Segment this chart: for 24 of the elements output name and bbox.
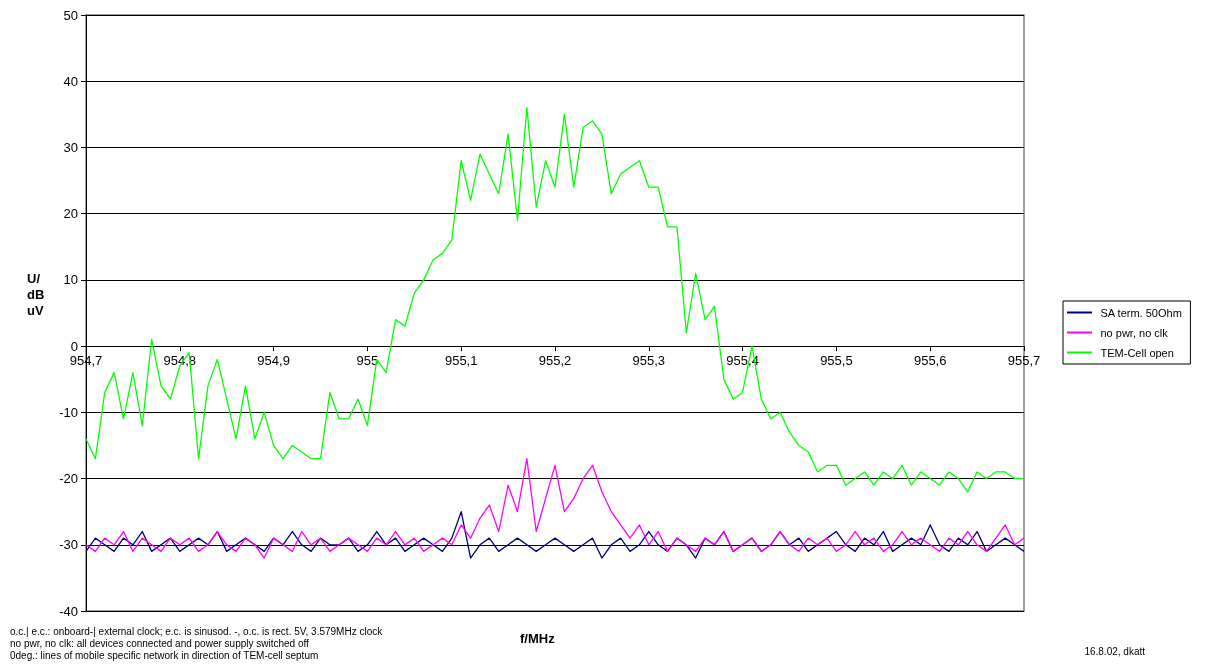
text: o.c.| e.c.: onboard-| external clock; e.c. is sinusod. -, o.c. is rect. 5V, 3.579MHz clock no pwr, no clk: all devices connected and power supply switched off 0deg.: lines of mobile specific network in direction of TEM-cell septum [10,625,384,661]
y-tick-label: -20 [59,471,78,487]
y-axis-title: U/ dB uV [27,270,45,318]
legend-label: TEM-Cell open [1100,346,1174,359]
y-tick-label: -30 [59,537,78,553]
y-tick-label: 0 [70,338,78,354]
y-tick-label: 50 [63,7,78,23]
y-tick-label: -40 [59,603,78,619]
x-tick-label: 955,2 [538,353,572,369]
y-tick-label: 30 [63,139,78,155]
x-tick-label: 955,1 [444,353,478,369]
legend-label: SA term. 50Ohm [1100,306,1182,319]
y-tick-label: 10 [63,272,78,288]
x-tick-label: 954,9 [257,353,290,369]
x-tick-label: 955,5 [820,353,853,369]
legend-label: no pwr, no clk [1100,326,1169,339]
x-axis-title: f/MHz [520,631,556,646]
y-tick-label: -10 [59,404,78,420]
x-tick-label: 955,7 [1007,353,1041,369]
x-tick-label: 955,3 [632,353,666,369]
text: 16.8.02, dkatt [1084,645,1146,657]
y-tick-label: 20 [63,206,78,222]
x-tick-label: 955,6 [913,353,947,369]
y-tick-label: 40 [63,73,78,89]
